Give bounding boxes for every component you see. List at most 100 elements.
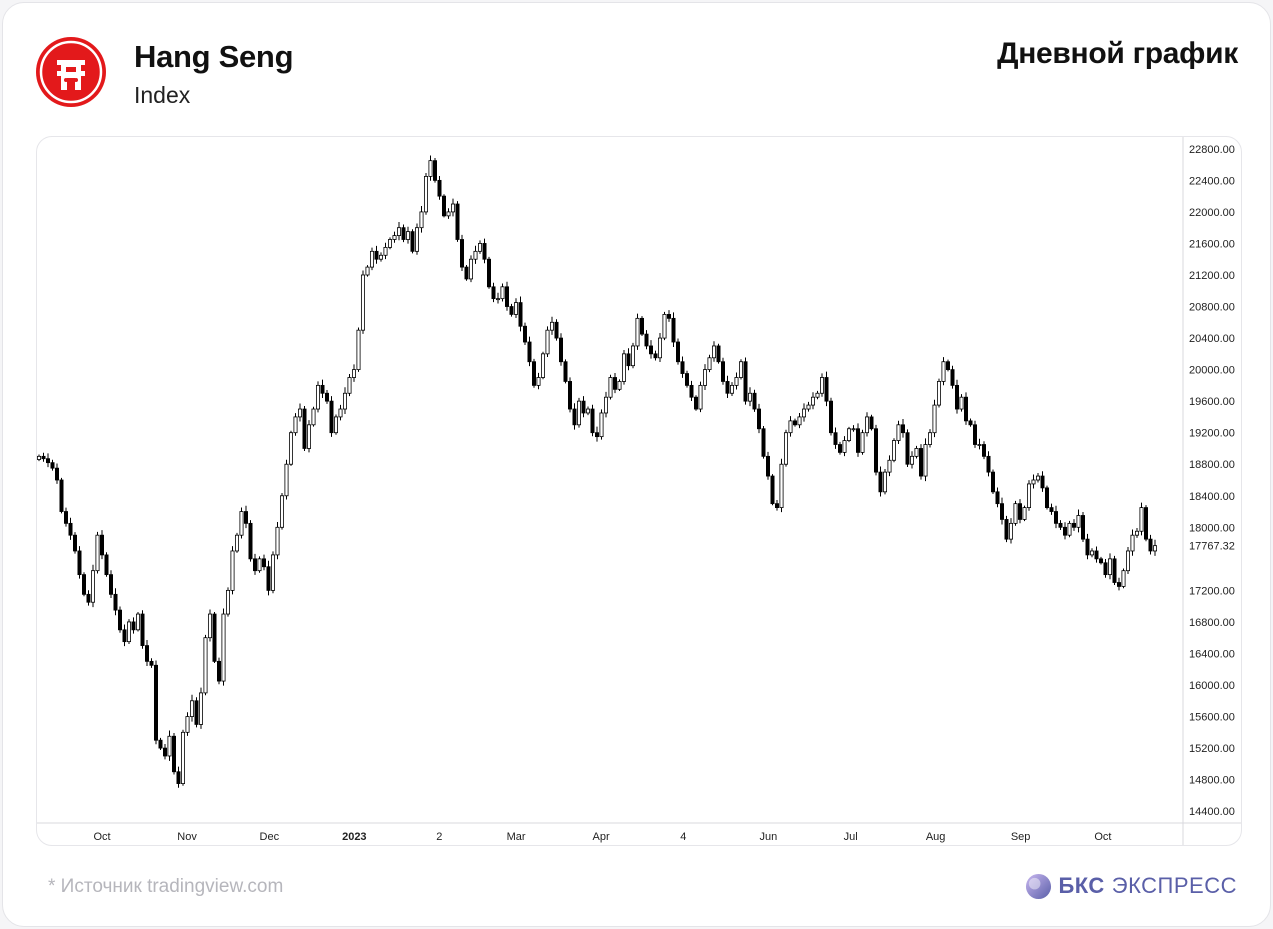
candle-body-up bbox=[910, 455, 915, 465]
candle-body-down bbox=[54, 467, 59, 481]
candle bbox=[239, 507, 244, 539]
candle bbox=[577, 397, 582, 428]
candle bbox=[725, 375, 730, 399]
candle bbox=[441, 194, 446, 218]
candle bbox=[306, 420, 311, 453]
candle bbox=[432, 158, 437, 183]
candle-body-down bbox=[770, 475, 775, 505]
candle-body-down bbox=[104, 554, 109, 576]
candle-body-down bbox=[410, 231, 415, 252]
candle bbox=[977, 438, 982, 450]
y-tick-label: 22000.00 bbox=[1189, 207, 1235, 219]
y-tick-label: 15600.00 bbox=[1189, 712, 1235, 724]
candle bbox=[1054, 505, 1059, 529]
candle-body-down bbox=[644, 333, 649, 347]
candle-body-up bbox=[860, 432, 865, 453]
candle-body-down bbox=[194, 700, 199, 725]
candle-body-down bbox=[878, 471, 883, 493]
x-tick-label: Sep bbox=[1011, 831, 1031, 843]
candle-body-up bbox=[270, 554, 275, 591]
candle bbox=[149, 658, 154, 668]
candle-body-down bbox=[163, 747, 168, 757]
candle bbox=[468, 255, 473, 283]
candle bbox=[766, 451, 771, 480]
candle bbox=[509, 303, 514, 317]
candle-body-down bbox=[626, 353, 631, 367]
candle-body-down bbox=[455, 203, 460, 240]
candle-body-down bbox=[1103, 562, 1108, 576]
candle bbox=[892, 438, 897, 463]
candle-body-down bbox=[154, 664, 159, 741]
candle-body-up bbox=[847, 428, 852, 441]
candle-body-down bbox=[486, 258, 491, 288]
candle-body-up bbox=[698, 384, 703, 410]
candle bbox=[689, 380, 694, 401]
candle bbox=[595, 426, 600, 442]
candle bbox=[522, 322, 527, 346]
candle-body-down bbox=[50, 462, 55, 469]
candle-body-down bbox=[1063, 526, 1068, 536]
candle-body-down bbox=[905, 432, 910, 465]
candle-body-down bbox=[86, 593, 91, 603]
candle-body-down bbox=[793, 420, 798, 426]
candle-body-up bbox=[712, 345, 717, 359]
candle-body-up bbox=[95, 534, 100, 572]
candle-body-down bbox=[73, 534, 78, 552]
candle-body-down bbox=[1072, 522, 1077, 528]
candle bbox=[770, 474, 775, 506]
candle-body-up bbox=[428, 160, 433, 177]
candle-series bbox=[37, 155, 1158, 788]
candle-body-up bbox=[802, 408, 807, 418]
candle-body-down bbox=[482, 243, 487, 260]
candle bbox=[37, 454, 41, 462]
candle bbox=[1040, 471, 1045, 492]
y-tick-label: 20400.00 bbox=[1189, 333, 1235, 345]
candle bbox=[1000, 497, 1005, 525]
candle-body-up bbox=[550, 321, 555, 331]
candle bbox=[707, 354, 712, 373]
candle-body-down bbox=[158, 739, 163, 749]
candle bbox=[599, 409, 604, 440]
candle-body-down bbox=[1000, 503, 1005, 520]
candle-body-up bbox=[1031, 479, 1036, 485]
candle bbox=[811, 392, 816, 410]
candle-body-up bbox=[356, 329, 361, 371]
candle-body-down bbox=[743, 361, 748, 402]
candle bbox=[356, 327, 361, 372]
candle bbox=[568, 377, 573, 413]
candle-body-up bbox=[586, 408, 591, 414]
candle-body-down bbox=[1144, 507, 1149, 540]
candle-body-up bbox=[180, 731, 185, 784]
candle bbox=[730, 382, 735, 396]
candle bbox=[667, 310, 672, 322]
candle-body-up bbox=[739, 361, 744, 378]
candle-body-down bbox=[252, 558, 257, 572]
y-tick-label: 20000.00 bbox=[1189, 365, 1235, 377]
candle bbox=[464, 264, 469, 281]
candle bbox=[671, 312, 676, 348]
candle bbox=[1117, 577, 1122, 591]
candle-body-down bbox=[680, 361, 685, 374]
candle bbox=[833, 427, 838, 449]
y-tick-label: 21600.00 bbox=[1189, 238, 1235, 250]
candle-body-up bbox=[198, 692, 203, 725]
candle bbox=[928, 429, 933, 448]
candle-body-down bbox=[685, 373, 690, 386]
candle-body-down bbox=[1117, 582, 1122, 587]
candle bbox=[716, 343, 721, 364]
x-tick-label: Apr bbox=[593, 831, 610, 843]
candle bbox=[640, 316, 645, 337]
candle-body-down bbox=[1054, 511, 1059, 524]
candle-body-down bbox=[243, 511, 248, 524]
candle-body-down bbox=[216, 660, 221, 682]
candle-body-up bbox=[1036, 475, 1041, 481]
candle-body-down bbox=[982, 444, 987, 457]
candle-body-up bbox=[842, 440, 847, 453]
candle-body-up bbox=[189, 700, 194, 717]
candle-body-up bbox=[284, 463, 289, 497]
candle-body-down bbox=[649, 345, 654, 355]
candle bbox=[1148, 534, 1153, 555]
candle-body-up bbox=[815, 392, 820, 398]
candle-body-up bbox=[468, 258, 473, 280]
candle bbox=[59, 477, 64, 514]
